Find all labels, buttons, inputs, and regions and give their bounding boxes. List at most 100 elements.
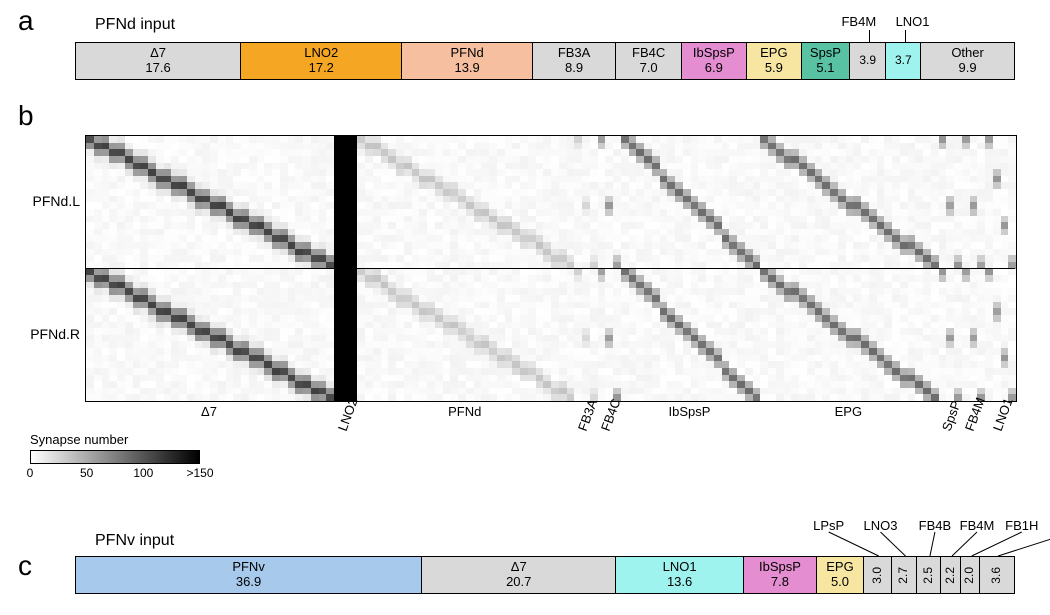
panel-a-seg-value-9: 3.7: [895, 54, 912, 68]
panel-c-leader-text-1: LNO3: [880, 518, 914, 533]
panel-a-seg-label-6: EPG: [760, 46, 787, 61]
panel-a-seg-4: FB4C7.0: [616, 43, 682, 79]
panel-b-heatmap-grid: [85, 135, 1017, 402]
panel-a-seg-value-3: 8.9: [565, 61, 583, 76]
panel-a-seg-1: LNO217.2: [241, 43, 402, 79]
panel-c-seg-value-0: 36.9: [236, 575, 261, 590]
panel-c-leader-line-4: [972, 532, 1022, 556]
panel-a-seg-value-1: 17.2: [309, 61, 334, 76]
panel-b-colorbar-tick-1: 50: [80, 466, 93, 480]
panel-c-seg-label-4: EPG: [826, 560, 853, 575]
panel-c-leader-line-0: [829, 532, 879, 556]
panel-c-seg-value-2: 13.6: [667, 575, 692, 590]
panel-c-seg-0: PFNv36.9: [76, 557, 422, 593]
panel-c-leader-text-0: LPsP: [829, 518, 860, 533]
panel-a-seg-10: Other9.9: [921, 43, 1014, 79]
panel-b-collabel-5: IbSpsP: [669, 404, 711, 419]
panel-a-seg-6: EPG5.9: [747, 43, 802, 79]
panel-c-seg-8: 2.2: [941, 557, 962, 593]
panel-c-seg-value-3: 7.8: [771, 575, 789, 590]
panel-b-collabel-6: EPG: [835, 404, 862, 419]
panel-c-leader-text-inner-1: LNO3: [864, 518, 898, 533]
panel-c-seg-9: 2.0: [961, 557, 980, 593]
panel-b-colorbar-tick-2: 100: [133, 466, 153, 480]
panel-letter-a: a: [18, 5, 34, 37]
panel-c-leader-text-inner-0: LPsP: [813, 518, 844, 533]
panel-c-seg-value-5: 3.0: [871, 567, 885, 584]
panel-a-title: PFNd input: [95, 16, 175, 34]
panel-c-seg-value-10: 3.6: [990, 567, 1004, 584]
panel-b-colorbar-label: Synapse number: [30, 432, 128, 447]
panel-c-seg-label-3: IbSpsP: [759, 560, 801, 575]
panel-a-seg-0: Δ717.6: [76, 43, 241, 79]
panel-c-seg-7: 2.5: [917, 557, 940, 593]
panel-c-leader-line-5: [998, 532, 1050, 556]
panel-c-seg-value-1: 20.7: [506, 575, 531, 590]
panel-a-leader-line-0: [869, 30, 870, 42]
panel-b-colorbar: [30, 450, 200, 464]
panel-b-collabel-0: Δ7: [201, 404, 217, 419]
panel-c-leader-line-2: [930, 532, 935, 556]
panel-c-seg-label-2: LNO1: [663, 560, 697, 575]
panel-c-seg-4: EPG5.0: [817, 557, 864, 593]
panel-c-leader-line-1: [880, 532, 905, 556]
panel-a-seg-value-10: 9.9: [959, 61, 977, 76]
panel-a-seg-label-4: FB4C: [632, 46, 665, 61]
panel-b-colorbar-tick-3: >150: [186, 466, 213, 480]
panel-c-leader-line-3: [952, 532, 977, 556]
panel-b-collabel-3: FB3A: [575, 397, 600, 433]
panel-a-seg-value-0: 17.6: [145, 61, 170, 76]
panel-a-seg-value-6: 5.9: [765, 61, 783, 76]
panel-c-seg-value-8: 2.2: [944, 567, 958, 584]
panel-a-seg-value-7: 5.1: [816, 61, 834, 76]
panel-a-leader-text-1: LNO1: [896, 14, 930, 29]
panel-c-seg-value-4: 5.0: [831, 575, 849, 590]
panel-c-seg-value-9: 2.0: [963, 567, 977, 584]
panel-c-seg-2: LNO113.6: [616, 557, 744, 593]
panel-a-seg-9: 3.7: [886, 43, 921, 79]
panel-a-seg-label-3: FB3A: [558, 46, 591, 61]
panel-a-seg-label-2: PFNd: [451, 46, 484, 61]
panel-c-leader-text-inner-3: FB4M: [960, 518, 995, 533]
panel-a-seg-2: PFNd13.9: [402, 43, 532, 79]
panel-a-leader-line-1: [905, 30, 906, 42]
panel-c-title: PFNv input: [95, 532, 174, 550]
panel-c-leader-text-inner-2: FB4B: [919, 518, 952, 533]
panel-c-leader-text-inner-4: FB1H: [1005, 518, 1038, 533]
panel-a-seg-value-5: 6.9: [705, 61, 723, 76]
panel-c-seg-label-1: Δ7: [511, 560, 527, 575]
panel-letter-b: b: [18, 100, 34, 132]
panel-b-collabel-2: PFNd: [448, 404, 481, 419]
panel-letter-c: c: [18, 550, 32, 582]
panel-a-seg-label-7: SpsP: [810, 46, 841, 61]
panel-c-seg-10: 3.6: [980, 557, 1014, 593]
panel-c-seg-5: 3.0: [864, 557, 892, 593]
panel-b-rowlabel-0: PFNd.L: [18, 193, 80, 209]
panel-a-seg-8: 3.9: [850, 43, 887, 79]
panel-c-leader-text-4: FB1H: [1022, 518, 1050, 533]
panel-a-seg-value-8: 3.9: [859, 54, 876, 68]
panel-c-seg-1: Δ720.7: [422, 557, 616, 593]
panel-a-seg-value-2: 13.9: [454, 61, 479, 76]
panel-a-seg-5: IbSpsP6.9: [682, 43, 747, 79]
panel-a-seg-label-0: Δ7: [150, 46, 166, 61]
panel-a-seg-3: FB3A8.9: [533, 43, 616, 79]
panel-c-seg-value-6: 2.7: [897, 567, 911, 584]
panel-a-seg-label-1: LNO2: [304, 46, 338, 61]
panel-c-seg-value-7: 2.5: [922, 567, 936, 584]
panel-c-seg-3: IbSpsP7.8: [744, 557, 817, 593]
panel-b-collabel-4: FB4C: [598, 397, 623, 433]
panel-a-seg-label-10: Other: [951, 46, 984, 61]
panel-b-midline: [85, 268, 1015, 269]
panel-a-seg-7: SpsP5.1: [802, 43, 850, 79]
panel-c-seg-label-0: PFNv: [232, 560, 265, 575]
panel-c-seg-6: 2.7: [892, 557, 917, 593]
panel-b-colorbar-ticks: 050100>150: [30, 466, 200, 480]
panel-a-seg-value-4: 7.0: [640, 61, 658, 76]
panel-a-bar: Δ717.6LNO217.2PFNd13.9FB3A8.9FB4C7.0IbSp…: [75, 42, 1015, 80]
panel-a-leader-text-0: FB4M: [841, 14, 876, 29]
panel-b-colorbar-tick-0: 0: [27, 466, 34, 480]
panel-a-seg-label-5: IbSpsP: [693, 46, 735, 61]
panel-c-bar: PFNv36.9Δ720.7LNO113.6IbSpsP7.8EPG5.03.0…: [75, 556, 1015, 594]
panel-b-collabel-7: SpsP: [939, 399, 964, 433]
